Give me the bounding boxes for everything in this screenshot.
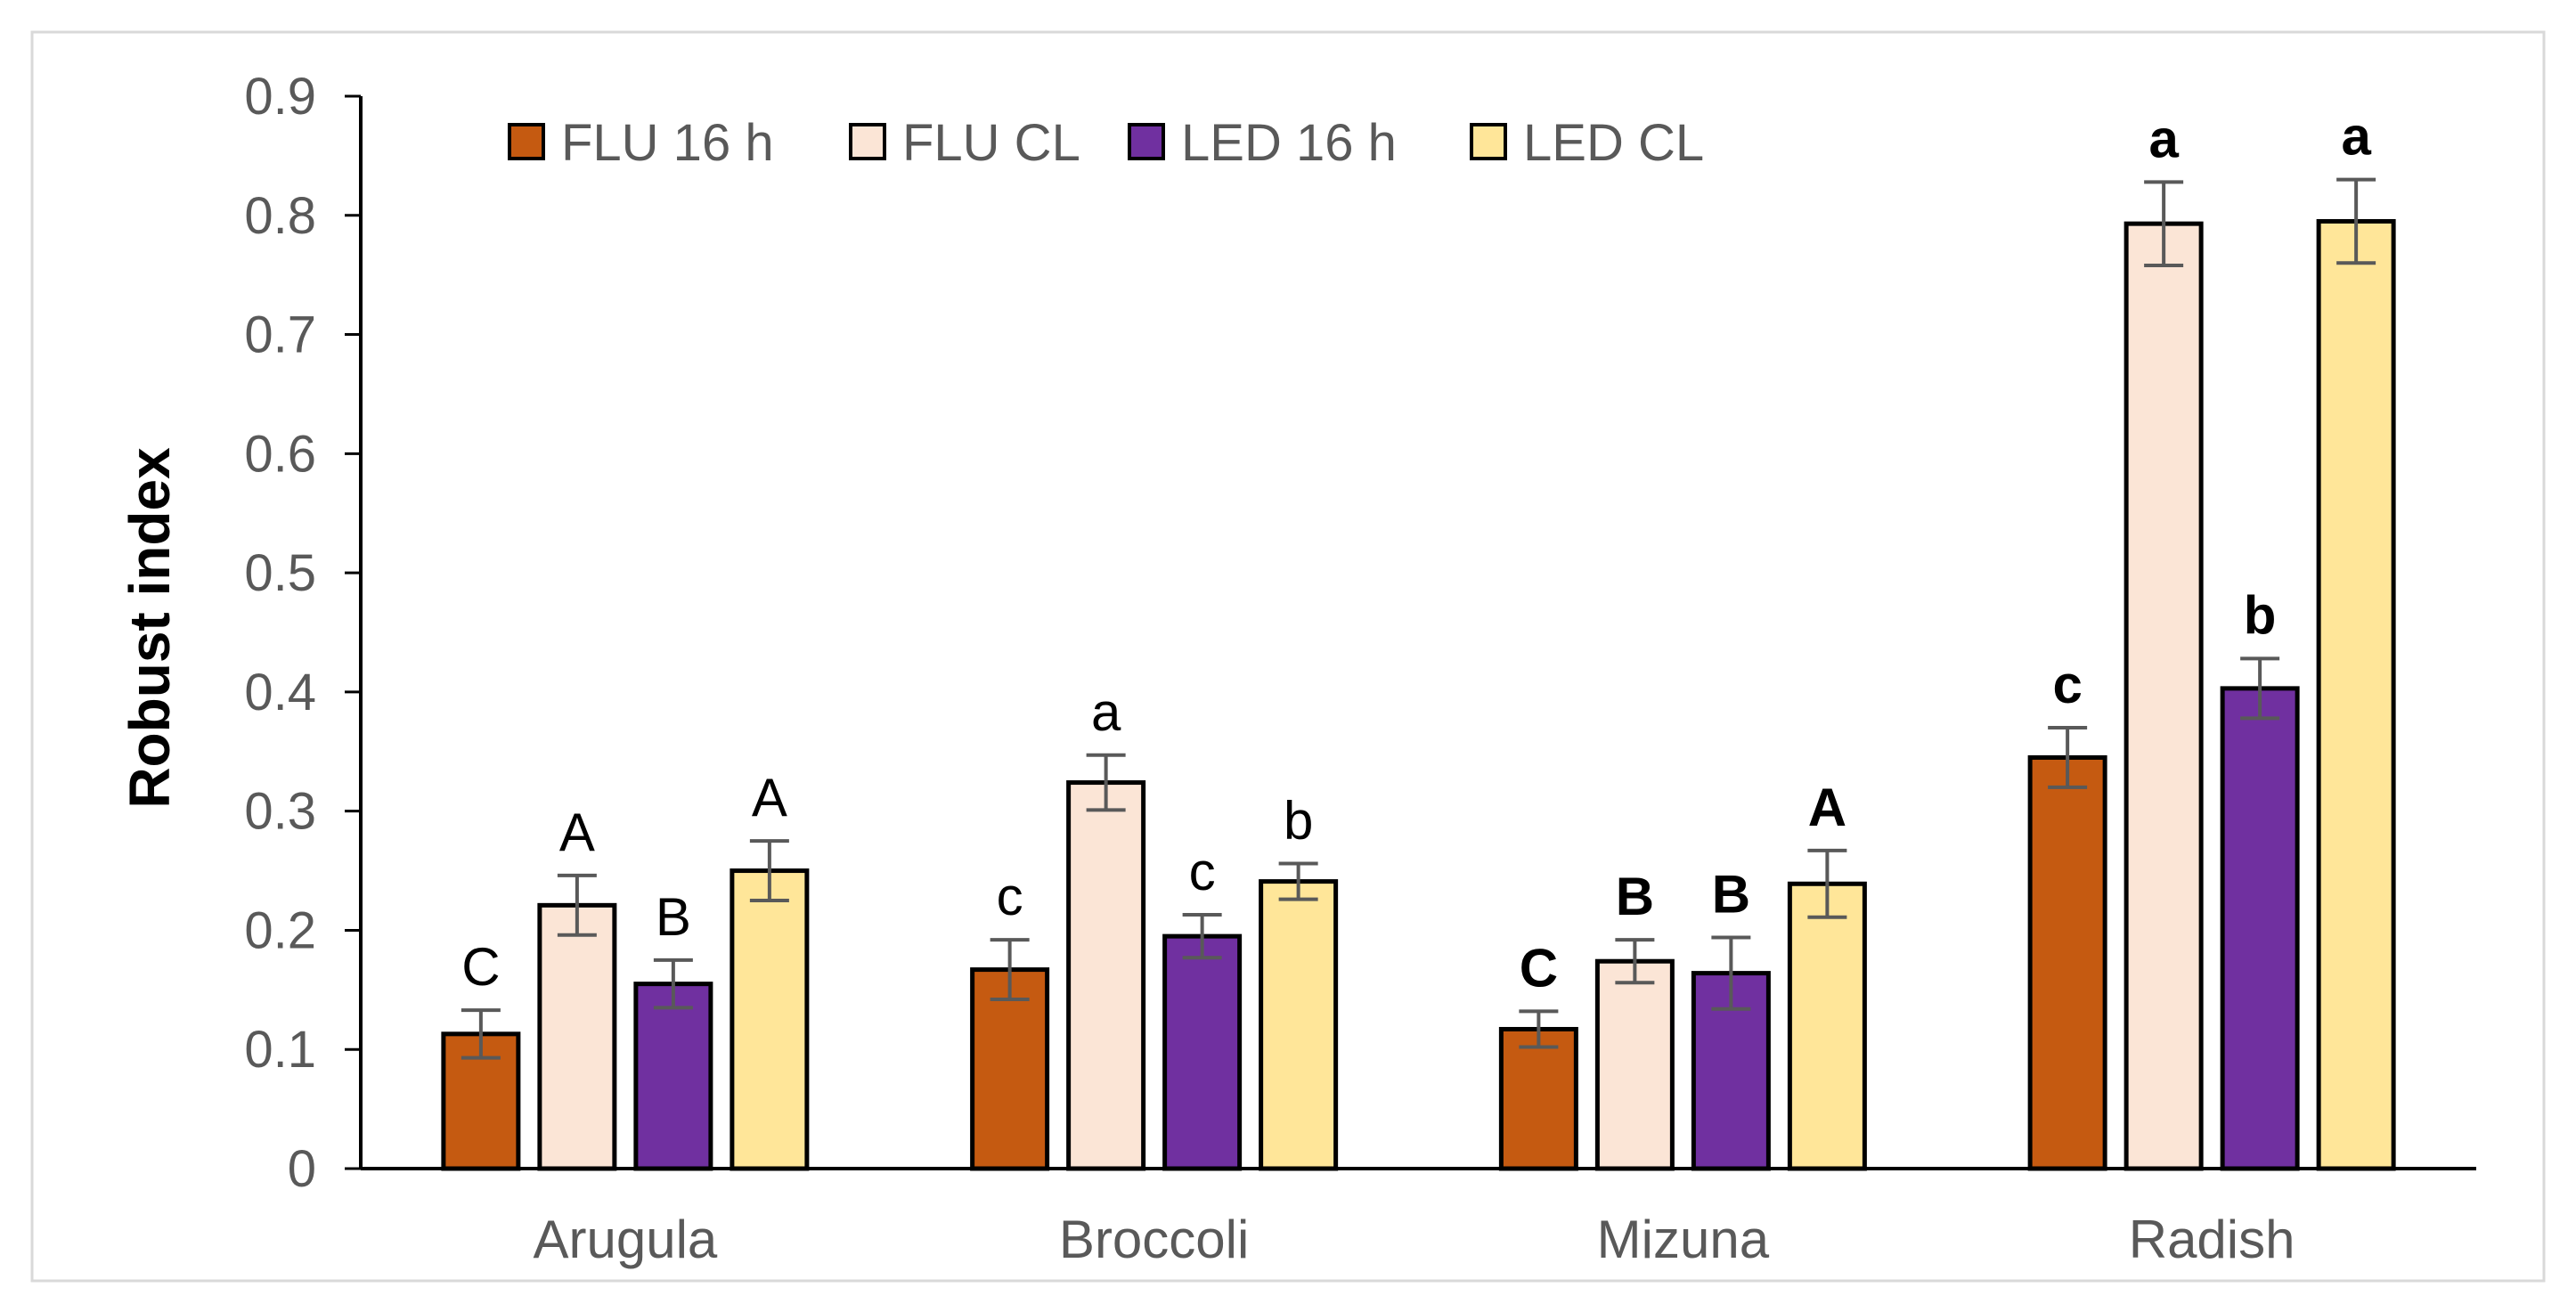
legend-label: FLU 16 h — [561, 114, 774, 172]
significance-letter: a — [1091, 682, 1121, 742]
significance-letter: C — [461, 937, 500, 997]
bar-led-cl-radish — [2316, 218, 2396, 1171]
y-tick-label: 0.1 — [244, 1021, 316, 1079]
bar-flu-cl-broccoli — [1066, 780, 1146, 1171]
legend-label: LED 16 h — [1181, 114, 1397, 172]
y-tick-label: 0.6 — [244, 425, 316, 483]
bar-led-16-h-arugula — [633, 982, 713, 1171]
legend-swatch — [1128, 123, 1165, 160]
error-bars — [461, 177, 2376, 1060]
significance-letter: a — [2148, 109, 2179, 168]
bar-led-cl-broccoli — [1259, 879, 1339, 1171]
bar-led-cl-arugula — [730, 868, 810, 1171]
significance-letter: b — [1284, 791, 1313, 851]
y-tick-label: 0.3 — [244, 783, 316, 841]
bars — [441, 218, 2396, 1171]
bar-led-cl-mizuna — [1787, 881, 1867, 1171]
x-category-label: Broccoli — [1059, 1210, 1249, 1269]
bar-flu-16-h-mizuna — [1498, 1026, 1578, 1171]
legend: FLU 16 h FLU CL LED 16 h LED CL — [508, 114, 1704, 172]
bar-led-16-h-radish — [2220, 686, 2300, 1171]
x-category-label: Mizuna — [1597, 1210, 1770, 1269]
legend-label: FLU CL — [902, 114, 1080, 172]
bar-flu-cl-radish — [2124, 221, 2204, 1171]
significance-letter: A — [1808, 778, 1846, 837]
bar-flu-cl-mizuna — [1594, 958, 1675, 1171]
significance-letter: A — [559, 803, 595, 862]
y-tick-label: 0.2 — [244, 901, 316, 959]
significance-letter: A — [752, 768, 787, 827]
y-tick-label: 0.8 — [244, 187, 316, 245]
y-tick-label: 0.7 — [244, 306, 316, 364]
bar-flu-16-h-broccoli — [970, 967, 1050, 1171]
legend-swatch — [1470, 123, 1507, 160]
significance-letter: C — [1520, 938, 1558, 998]
y-axis-title: Robust index — [118, 447, 182, 809]
legend-label: LED CL — [1523, 114, 1704, 172]
y-tick-label: 0 — [288, 1140, 316, 1198]
significance-letter: c — [1189, 842, 1216, 901]
y-tick-label: 0.5 — [244, 544, 316, 602]
bar-flu-cl-arugula — [537, 902, 617, 1171]
bar-led-16-h-broccoli — [1162, 933, 1243, 1171]
significance-letter: a — [2341, 107, 2371, 167]
significance-letter: B — [656, 887, 691, 947]
bar-flu-16-h-radish — [2027, 754, 2107, 1171]
significance-letter: c — [2052, 655, 2082, 714]
x-axis: Arugula Broccoli Mizuna Radish — [361, 1167, 2476, 1269]
legend-swatch — [849, 123, 886, 160]
y-axis: 0 0.1 0.2 0.3 0.4 0.5 0.6 0.7 0.8 0.9 — [244, 68, 363, 1198]
legend-swatch — [508, 123, 545, 160]
significance-letter: B — [1616, 867, 1654, 926]
x-category-label: Arugula — [533, 1210, 717, 1269]
significance-letter: c — [997, 867, 1023, 926]
significance-letter: b — [2244, 585, 2277, 645]
x-category-label: Radish — [2129, 1210, 2295, 1269]
y-tick-label: 0.4 — [244, 664, 316, 721]
y-tick-label: 0.9 — [244, 68, 316, 126]
significance-letter: B — [1712, 864, 1750, 924]
